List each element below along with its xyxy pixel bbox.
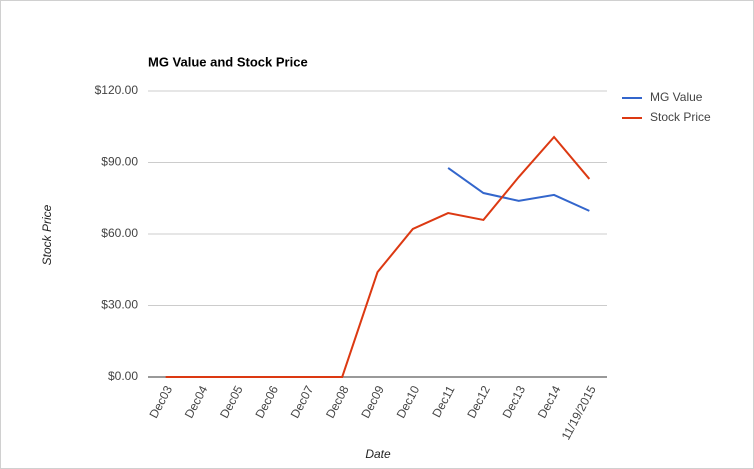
legend-label: MG Value <box>650 90 703 104</box>
y-tick-label: $30.00 <box>101 298 138 312</box>
y-tick-label: $120.00 <box>95 83 139 97</box>
y-axis-title: Stock Price <box>40 204 54 265</box>
y-tick-label: $0.00 <box>108 369 138 383</box>
series-line <box>165 135 591 378</box>
y-tick-label: $90.00 <box>101 155 138 169</box>
series-line <box>447 167 590 212</box>
legend-label: Stock Price <box>650 110 711 124</box>
chart-title: MG Value and Stock Price <box>148 54 308 69</box>
y-tick-label: $60.00 <box>101 226 138 240</box>
x-axis-title: Date <box>365 447 391 461</box>
